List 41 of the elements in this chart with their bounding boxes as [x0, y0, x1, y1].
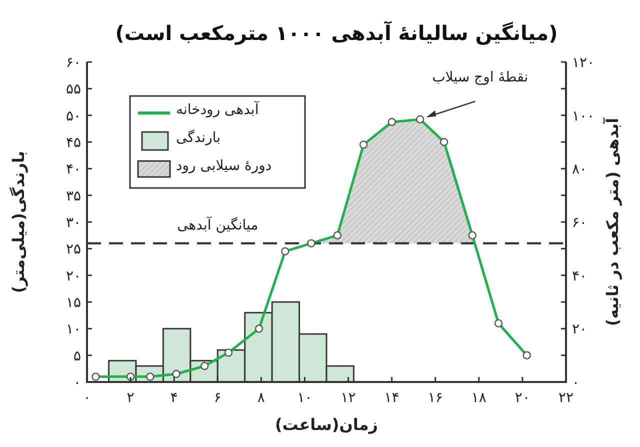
x-tick-label: ۱۶: [428, 390, 443, 406]
x-tick-label: ۱۰: [297, 390, 312, 406]
y-tick-label: ۱۰: [66, 322, 81, 338]
y-tick-label: ۴۵: [66, 135, 81, 151]
y2-tick-label: ۱۰۰: [572, 108, 595, 124]
y-tick-label: ۵: [73, 348, 81, 364]
x-tick-label: ۶: [214, 390, 222, 406]
y-axis-title: بارندگی(میلی‌متر): [9, 150, 28, 294]
y2-axis-title: آبدهی (متر مکعب در ثانیه): [602, 117, 622, 326]
x-tick-label: ۲۰: [514, 390, 530, 406]
y2-tick-label: ۱۲۰: [572, 55, 595, 71]
x-tick-label: ۱۲: [340, 390, 356, 406]
y2-tick-label: ۶۰: [572, 215, 588, 231]
y2-tick-label: ۴۰: [572, 268, 588, 284]
y2-tick-label: ۸۰: [572, 162, 588, 178]
y-tick-label: ۳۵: [66, 188, 81, 204]
x-tick-label: ۴: [170, 390, 178, 406]
y-tick-label: ۰: [73, 375, 81, 391]
y2-tick-label: ۲۰: [572, 322, 588, 338]
legend-label: بارندگی: [176, 129, 221, 146]
x-tick-label: ۲۲: [558, 390, 574, 406]
y-tick-label: ۵۰: [66, 108, 81, 124]
y-tick-label: ۳۰: [66, 215, 81, 231]
x-tick-label: ۱۴: [384, 390, 400, 406]
chart-title: (میانگین سالیانهٔ آبدهی ۱۰۰۰ مترمکعب است): [115, 20, 558, 45]
y-tick-label: ۴۰: [66, 162, 81, 178]
annotation: نقطهٔ اوج سیلاب: [432, 69, 528, 86]
x-tick-label: ۰: [83, 390, 91, 406]
x-tick-label: ۲: [126, 390, 134, 406]
y-tick-label: ۶۰: [66, 55, 81, 71]
x-tick-label: ۱۸: [471, 390, 487, 406]
y2-tick-label: ۰: [572, 375, 580, 391]
y-tick-label: ۱۵: [66, 295, 81, 311]
legend-label: دورهٔ سیلابی رود: [176, 158, 272, 174]
legend-label: آبدهی رودخانه: [176, 100, 260, 118]
y-tick-label: ۲۰: [66, 268, 81, 284]
x-tick-label: ۸: [257, 390, 266, 406]
y-tick-label: ۵۵: [66, 82, 81, 98]
ref-line-label: میانگین آبدهی: [177, 215, 258, 234]
y-tick-label: ۲۵: [66, 242, 81, 258]
x-axis-title: زمان(ساعت): [274, 415, 378, 434]
